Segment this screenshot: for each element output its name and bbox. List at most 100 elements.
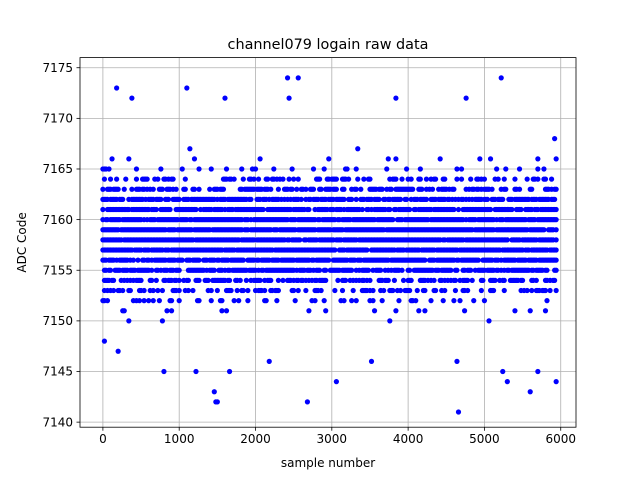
- data-point: [519, 277, 526, 283]
- data-point: [289, 166, 295, 172]
- data-point: [240, 176, 246, 182]
- data-point: [355, 176, 361, 182]
- data-point: [370, 298, 376, 304]
- data-point: [458, 166, 465, 172]
- data-point: [333, 379, 339, 385]
- data-point: [114, 176, 120, 182]
- data-point: [223, 166, 230, 172]
- data-point: [176, 277, 182, 283]
- data-point: [312, 298, 318, 304]
- data-point: [393, 95, 399, 101]
- data-point: [156, 298, 162, 304]
- data-point: [321, 166, 327, 172]
- data-point: [419, 186, 425, 192]
- data-point: [553, 186, 559, 192]
- data-point: [326, 257, 332, 263]
- data-point: [129, 95, 135, 101]
- data-point: [400, 277, 407, 283]
- data-point: [310, 186, 317, 192]
- data-point: [516, 186, 523, 192]
- data-point: [234, 287, 240, 294]
- data-point: [289, 186, 295, 192]
- data-point: [323, 277, 329, 283]
- data-point: [553, 237, 559, 243]
- data-point: [542, 308, 549, 314]
- data-point: [150, 186, 156, 192]
- data-point: [529, 186, 535, 192]
- data-point: [533, 277, 539, 283]
- data-point: [101, 176, 108, 182]
- data-point: [440, 298, 446, 304]
- data-point: [367, 176, 373, 182]
- data-point: [548, 176, 555, 182]
- data-point: [407, 206, 413, 213]
- data-point: [500, 368, 506, 375]
- data-point: [214, 287, 220, 294]
- data-point: [257, 277, 263, 283]
- data-point: [248, 196, 254, 202]
- data-point: [432, 287, 439, 294]
- data-point: [448, 267, 454, 273]
- data-point: [399, 176, 405, 182]
- data-point: [236, 298, 242, 304]
- data-point: [295, 75, 301, 81]
- data-point: [492, 277, 498, 283]
- data-point: [129, 186, 135, 192]
- data-point: [429, 186, 436, 192]
- data-point: [468, 176, 474, 182]
- data-point: [452, 287, 459, 294]
- data-point: [306, 308, 312, 314]
- data-point: [553, 247, 559, 253]
- data-point: [135, 257, 141, 263]
- data-point: [121, 308, 127, 314]
- data-point: [126, 156, 132, 162]
- data-point: [390, 287, 396, 294]
- data-point: [388, 186, 394, 192]
- data-point: [153, 206, 159, 213]
- y-axis-label: ADC Code: [15, 212, 29, 272]
- data-point: [115, 348, 121, 354]
- data-point: [387, 318, 393, 324]
- data-point: [385, 277, 391, 283]
- data-point: [547, 287, 553, 294]
- data-point: [138, 277, 144, 283]
- data-point: [341, 186, 347, 192]
- data-point: [179, 257, 185, 263]
- chart-title: channel079 logain raw data: [228, 37, 429, 53]
- data-point: [196, 186, 202, 192]
- data-point: [404, 196, 410, 202]
- data-point: [552, 136, 558, 142]
- data-point: [107, 267, 114, 273]
- data-point: [391, 277, 397, 283]
- data-point: [109, 156, 115, 162]
- x-axis-label: sample number: [281, 456, 375, 470]
- data-point: [364, 247, 370, 253]
- data-point: [437, 156, 443, 162]
- data-point: [266, 358, 272, 364]
- data-point: [297, 237, 303, 243]
- data-point: [208, 298, 214, 304]
- data-point: [150, 287, 156, 294]
- data-point: [393, 176, 399, 182]
- data-point: [422, 287, 428, 294]
- data-point: [387, 206, 393, 213]
- data-point: [553, 156, 559, 162]
- data-point: [126, 318, 132, 324]
- data-point: [176, 196, 182, 202]
- data-point: [298, 196, 304, 202]
- data-point: [503, 186, 509, 192]
- data-point: [350, 287, 356, 294]
- data-point: [159, 186, 166, 192]
- data-point: [240, 287, 246, 294]
- data-point: [231, 298, 237, 304]
- data-point: [367, 277, 373, 283]
- data-point: [452, 277, 459, 283]
- data-point: [127, 287, 133, 294]
- data-point: [379, 298, 385, 304]
- data-point: [274, 298, 280, 304]
- data-point: [512, 308, 518, 314]
- data-point: [393, 156, 399, 162]
- data-point: [365, 267, 372, 273]
- data-point: [353, 298, 359, 304]
- data-point: [442, 176, 448, 182]
